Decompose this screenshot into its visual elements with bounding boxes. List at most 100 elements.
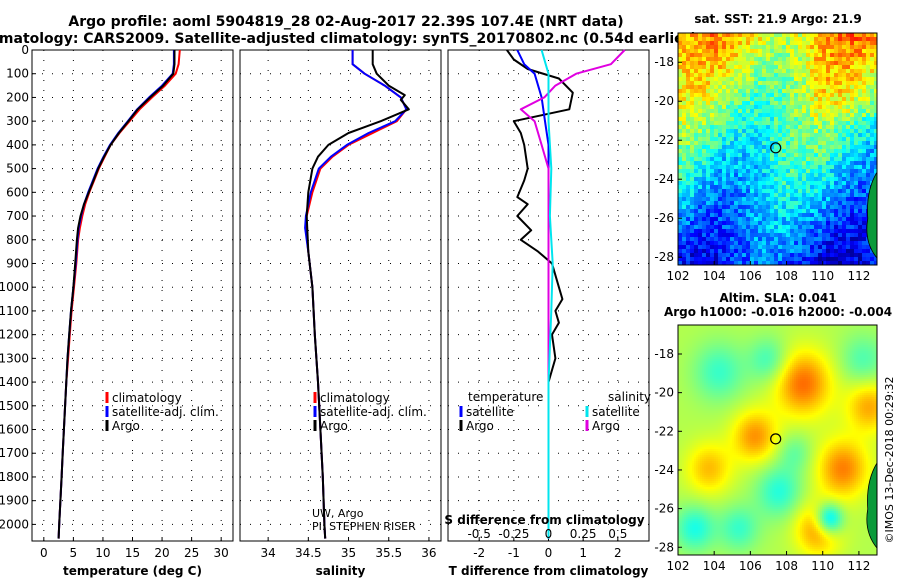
map-cell <box>714 77 719 82</box>
map-cell <box>732 325 735 328</box>
map-cell <box>854 65 859 70</box>
map-cell <box>850 249 855 254</box>
map-cell <box>802 359 805 362</box>
map-cell <box>702 149 707 154</box>
map-cell <box>834 61 839 66</box>
map-cell <box>758 149 763 154</box>
map-cell <box>802 213 807 218</box>
map-cell <box>726 361 729 364</box>
map-cell <box>814 241 819 246</box>
map-cell <box>710 109 715 114</box>
map-cell <box>682 181 687 186</box>
map-cell <box>688 327 691 330</box>
map-cell <box>694 121 699 126</box>
map-cell <box>774 257 779 262</box>
map-cell <box>726 335 729 338</box>
map-cell <box>794 205 799 210</box>
map-cell <box>782 181 787 186</box>
map-cell <box>722 93 727 98</box>
map-cell <box>754 141 759 146</box>
x-tick-label: 1 <box>579 546 587 560</box>
map-cell <box>754 353 757 356</box>
map-cell <box>790 125 795 130</box>
map-cell <box>764 355 767 358</box>
map-cell <box>846 335 849 338</box>
map-cell <box>686 85 691 90</box>
map-cell <box>690 41 695 46</box>
map-cell <box>750 225 755 230</box>
map-cell <box>682 145 687 150</box>
map-cell <box>730 249 735 254</box>
map-cell <box>854 339 857 342</box>
map-cell <box>710 221 715 226</box>
map-cell <box>702 141 707 146</box>
map-cell <box>802 109 807 114</box>
map-cell <box>726 89 731 94</box>
map-cell <box>838 189 843 194</box>
map-cell <box>734 257 739 262</box>
map-cell <box>850 217 855 222</box>
map-cell <box>814 347 817 350</box>
map-cell <box>692 355 695 358</box>
map-cell <box>826 237 831 242</box>
map-cell <box>852 325 855 328</box>
map-cell <box>820 335 823 338</box>
map-cell <box>734 65 739 70</box>
map-cell <box>758 113 763 118</box>
map-cell <box>682 197 687 202</box>
map-cell <box>786 89 791 94</box>
map-cell <box>682 257 687 262</box>
map-cell <box>686 93 691 98</box>
map-cell <box>726 117 731 122</box>
map-cell <box>762 73 767 78</box>
map-cell <box>682 249 687 254</box>
map-cell <box>742 355 745 358</box>
map-cell <box>696 333 699 336</box>
map-cell <box>700 357 703 360</box>
map-cell <box>850 77 855 82</box>
map-cell <box>786 261 791 266</box>
map-cell <box>700 339 703 342</box>
x2-tick-label: 0.5 <box>608 527 627 541</box>
map-cell <box>770 89 775 94</box>
map-cell <box>834 153 839 158</box>
map-cell <box>790 201 795 206</box>
map-cell <box>844 347 847 350</box>
map-cell <box>698 141 703 146</box>
map-cell <box>774 229 779 234</box>
map-cell <box>694 145 699 150</box>
map-cell <box>746 331 749 334</box>
map-cell <box>764 343 767 346</box>
map-cell <box>794 153 799 158</box>
map-cell <box>836 331 839 334</box>
map-cell <box>754 137 759 142</box>
map-cell <box>730 205 735 210</box>
map-cell <box>758 345 761 348</box>
map-cell <box>798 109 803 114</box>
map-cell <box>838 97 843 102</box>
map-cell <box>834 81 839 86</box>
map-cell <box>854 93 859 98</box>
map-cell <box>762 105 767 110</box>
map-cell <box>684 345 687 348</box>
map-cell <box>846 185 851 190</box>
map-cell <box>802 197 807 202</box>
map-cell <box>828 341 831 344</box>
map-cell <box>690 73 695 78</box>
map-cell <box>718 217 723 222</box>
map-cell <box>758 349 761 352</box>
map-cell <box>722 85 727 90</box>
map-cell <box>826 41 831 46</box>
map-cell <box>678 45 683 50</box>
map-cell <box>714 335 717 338</box>
map-cell <box>746 193 751 198</box>
map-cell <box>754 73 759 78</box>
map-cell <box>778 349 781 352</box>
map-cell <box>838 205 843 210</box>
map-cell <box>836 345 839 348</box>
map-cell <box>760 339 763 342</box>
map-cell <box>734 225 739 230</box>
map-cell <box>742 343 745 346</box>
map-cell <box>730 137 735 142</box>
map-cell <box>758 205 763 210</box>
